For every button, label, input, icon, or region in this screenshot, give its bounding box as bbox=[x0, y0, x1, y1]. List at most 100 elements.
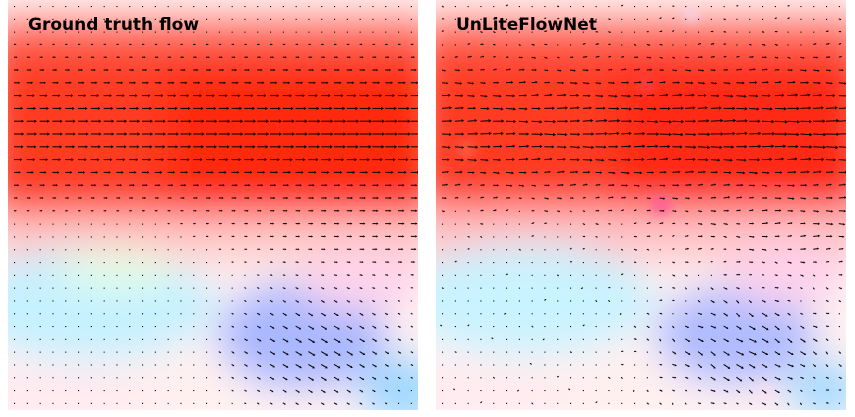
flow-arrow-head bbox=[687, 261, 689, 264]
flow-arrow-head bbox=[32, 158, 36, 162]
flow-dot bbox=[129, 326, 131, 328]
flow-arrow bbox=[787, 274, 791, 277]
flow-arrow bbox=[787, 158, 795, 161]
flow-arrow-head bbox=[195, 209, 197, 212]
flow-arrow-head bbox=[659, 339, 662, 342]
flow-arrow bbox=[608, 132, 617, 135]
flow-dot bbox=[180, 364, 182, 366]
flow-arrow bbox=[749, 107, 757, 110]
flow-dot bbox=[621, 31, 623, 33]
flow-arrow bbox=[595, 223, 598, 225]
flow-dot bbox=[154, 287, 156, 289]
flow-arrow bbox=[774, 299, 778, 302]
flow-dot bbox=[14, 338, 16, 340]
flow-arrow-head bbox=[81, 184, 84, 187]
flow-arrow-head bbox=[415, 209, 418, 213]
flow-arrow-head bbox=[613, 171, 616, 175]
flow-arrow-head bbox=[342, 106, 346, 111]
flow-dot bbox=[78, 364, 80, 366]
flow-arrow bbox=[244, 325, 247, 328]
flow-arrow-head bbox=[688, 197, 691, 200]
flow-arrow-head bbox=[572, 197, 574, 200]
flow-arrow-head bbox=[259, 352, 262, 355]
flow-arrow-head bbox=[374, 339, 378, 342]
flow-arrow-head bbox=[111, 132, 115, 136]
flow-arrow-head bbox=[765, 365, 768, 368]
flow-dot bbox=[103, 364, 105, 366]
flow-dot bbox=[244, 31, 246, 33]
flow-arrow bbox=[800, 94, 808, 97]
flow-arrow-head bbox=[744, 106, 748, 111]
flow-dot bbox=[685, 300, 687, 302]
flow-arrow-head bbox=[648, 44, 651, 46]
flow-arrow-head bbox=[662, 209, 665, 212]
flow-arrow bbox=[372, 287, 375, 289]
flow-dot bbox=[154, 236, 156, 238]
flow-arrow-head bbox=[377, 81, 381, 85]
flow-arrow bbox=[736, 300, 739, 303]
flow-arrow-head bbox=[374, 352, 378, 355]
flow-arrow-head bbox=[793, 80, 796, 84]
flow-dot bbox=[454, 300, 456, 302]
flow-dot bbox=[90, 274, 92, 276]
flow-arrow bbox=[736, 235, 739, 238]
flow-arrow-head bbox=[176, 132, 179, 136]
flow-arrow-head bbox=[251, 158, 255, 162]
flow-arrow-head bbox=[317, 119, 321, 123]
flow-arrow-head bbox=[626, 81, 630, 85]
flow-arrow-head bbox=[381, 106, 384, 111]
flow-arrow-head bbox=[558, 17, 560, 20]
flow-arrow-head bbox=[185, 171, 189, 174]
flow-arrow-head bbox=[398, 377, 401, 379]
flow-arrow-head bbox=[700, 353, 704, 356]
flow-arrow-head bbox=[673, 299, 675, 302]
flow-arrow-head bbox=[299, 340, 302, 343]
flow-arrow-head bbox=[412, 273, 415, 276]
flow-arrow-head bbox=[704, 94, 707, 97]
flow-dot bbox=[270, 6, 272, 8]
flow-arrow-head bbox=[817, 69, 820, 72]
flow-arrow-head bbox=[512, 144, 516, 148]
flow-arrow-head bbox=[777, 300, 780, 303]
flow-arrow-head bbox=[194, 43, 196, 46]
flow-arrow-head bbox=[330, 132, 334, 136]
flow-arrow-head bbox=[400, 56, 403, 59]
flow-arrow-head bbox=[788, 56, 791, 59]
flow-arrow bbox=[736, 338, 742, 342]
flow-dot bbox=[154, 402, 156, 404]
flow-arrow bbox=[723, 351, 729, 355]
flow-arrow-head bbox=[815, 339, 818, 342]
flow-arrow-head bbox=[805, 183, 808, 187]
flow-arrow-head bbox=[284, 300, 287, 303]
flow-arrow-head bbox=[442, 5, 444, 8]
flow-arrow-head bbox=[570, 210, 572, 213]
flow-arrow-head bbox=[337, 340, 341, 343]
flow-arrow-head bbox=[31, 81, 34, 85]
flow-arrow-head bbox=[47, 119, 50, 123]
flow-arrow-head bbox=[461, 145, 465, 149]
flow-arrow-head bbox=[475, 145, 479, 149]
flow-dot bbox=[557, 402, 559, 404]
flow-dot bbox=[518, 18, 520, 20]
flow-arrow-head bbox=[277, 158, 280, 162]
flow-arrow-head bbox=[400, 261, 403, 264]
flow-dot bbox=[26, 364, 28, 366]
flow-arrow bbox=[813, 171, 820, 173]
flow-dot bbox=[26, 351, 28, 353]
flow-arrow bbox=[672, 351, 676, 354]
flow-dot bbox=[14, 377, 16, 379]
flow-dot bbox=[749, 31, 751, 33]
flow-arrow-head bbox=[386, 377, 389, 380]
flow-arrow bbox=[410, 363, 413, 366]
flow-arrow-head bbox=[298, 378, 301, 381]
flow-arrow-head bbox=[388, 248, 391, 251]
flow-dot bbox=[193, 402, 195, 404]
flow-arrow-head bbox=[795, 93, 799, 97]
flow-dot bbox=[646, 300, 648, 302]
flow-dot bbox=[78, 223, 80, 225]
flow-dot bbox=[142, 31, 144, 33]
flow-arrow bbox=[672, 197, 677, 200]
flow-arrow-head bbox=[597, 43, 600, 45]
flow-arrow-head bbox=[148, 158, 152, 162]
flow-arrow bbox=[308, 325, 313, 329]
